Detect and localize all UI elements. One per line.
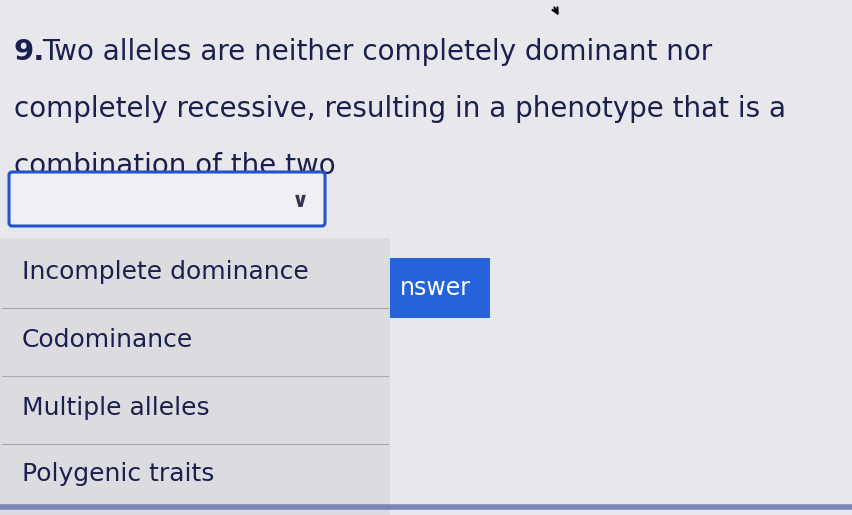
Text: Incomplete dominance: Incomplete dominance: [22, 260, 308, 284]
Text: combination of the two: combination of the two: [14, 152, 335, 180]
Bar: [389, 238, 852, 515]
Text: ∨: ∨: [291, 191, 308, 211]
Bar: [389, 258, 489, 318]
Text: Multiple alleles: Multiple alleles: [22, 396, 210, 420]
Bar: [0, 0, 852, 238]
Text: nswer: nswer: [400, 276, 470, 300]
Text: Codominance: Codominance: [22, 328, 193, 352]
Text: Polygenic traits: Polygenic traits: [22, 462, 214, 486]
FancyBboxPatch shape: [9, 172, 325, 226]
Text: 9.: 9.: [14, 38, 45, 66]
Text: completely recessive, resulting in a phenotype that is a: completely recessive, resulting in a phe…: [14, 95, 785, 123]
Bar: [0, 238, 389, 515]
Text: Two alleles are neither completely dominant nor: Two alleles are neither completely domin…: [42, 38, 711, 66]
